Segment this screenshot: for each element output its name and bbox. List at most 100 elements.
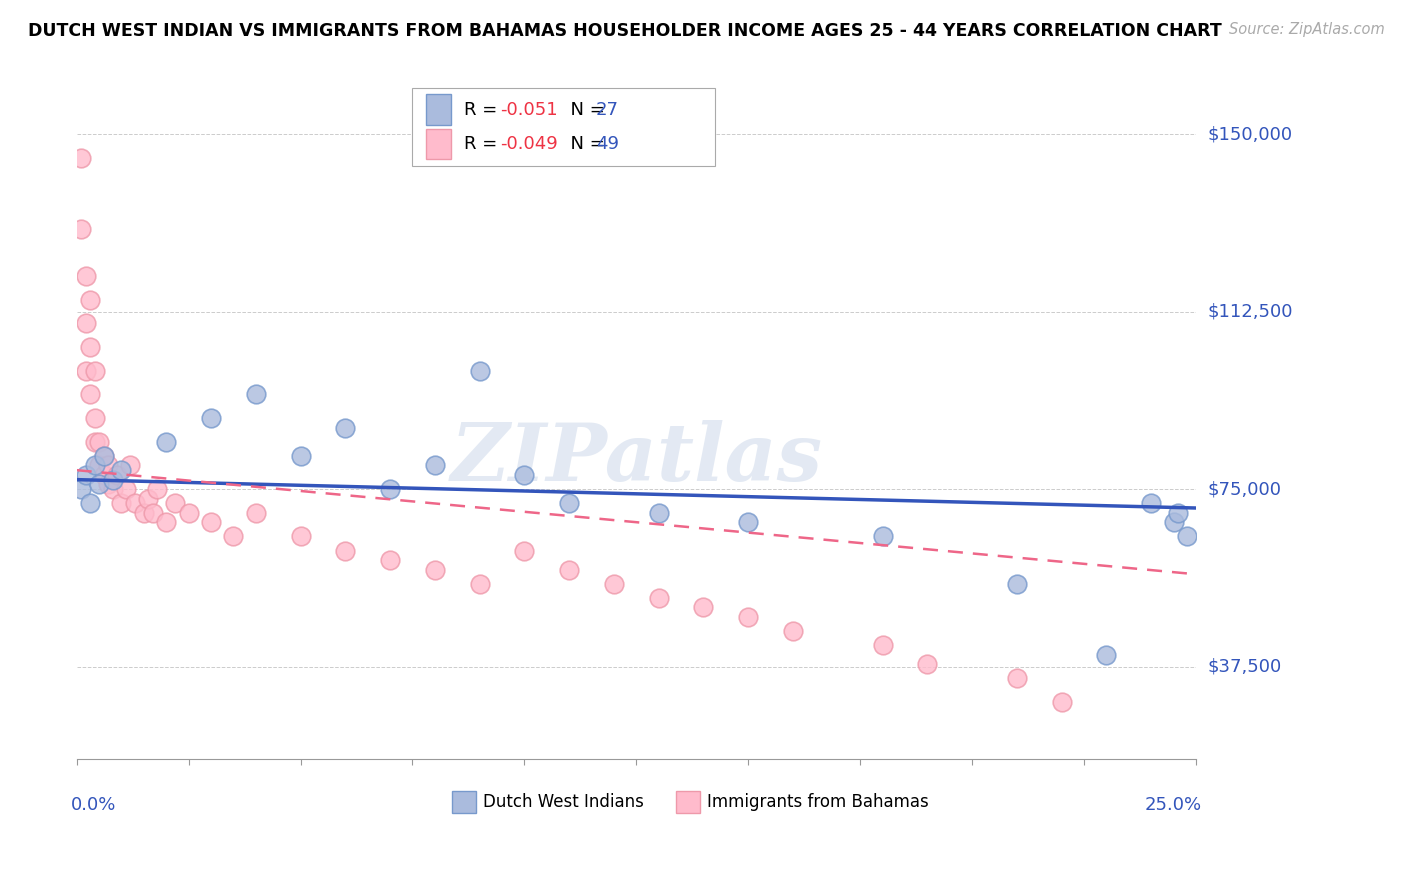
Text: 49: 49 — [596, 136, 619, 153]
Point — [146, 482, 169, 496]
Point — [124, 496, 146, 510]
Text: Immigrants from Bahamas: Immigrants from Bahamas — [707, 793, 928, 812]
Point — [245, 387, 267, 401]
Text: 25.0%: 25.0% — [1144, 797, 1202, 814]
Point — [1050, 695, 1073, 709]
Point — [1095, 648, 1118, 662]
Point — [1163, 515, 1185, 529]
Point — [93, 467, 115, 482]
Point — [513, 543, 536, 558]
Point — [136, 491, 159, 506]
Point — [558, 562, 581, 576]
Text: ZIPatlas: ZIPatlas — [450, 420, 823, 498]
Point — [648, 506, 671, 520]
Point — [513, 467, 536, 482]
FancyBboxPatch shape — [426, 128, 450, 159]
Point — [648, 591, 671, 605]
Point — [120, 458, 142, 473]
Point — [177, 506, 200, 520]
Text: $37,500: $37,500 — [1208, 657, 1281, 675]
Point — [423, 562, 446, 576]
Point — [737, 610, 759, 624]
Point — [165, 496, 187, 510]
Point — [872, 529, 894, 543]
Point — [83, 434, 105, 449]
Text: Source: ZipAtlas.com: Source: ZipAtlas.com — [1229, 22, 1385, 37]
Point — [222, 529, 245, 543]
Point — [75, 269, 97, 284]
Point — [1167, 506, 1189, 520]
Point — [245, 506, 267, 520]
Point — [335, 420, 357, 434]
Point — [1175, 529, 1198, 543]
Point — [335, 543, 357, 558]
Point — [290, 449, 312, 463]
Point — [87, 434, 110, 449]
Point — [917, 657, 939, 672]
Point — [70, 151, 93, 165]
Point — [105, 467, 128, 482]
Point — [1005, 671, 1028, 685]
Point — [115, 482, 138, 496]
Point — [378, 553, 401, 567]
FancyBboxPatch shape — [451, 791, 477, 814]
Point — [132, 506, 155, 520]
Point — [79, 293, 101, 307]
Point — [110, 463, 132, 477]
Point — [97, 477, 120, 491]
Point — [155, 515, 177, 529]
Point — [468, 364, 491, 378]
Text: N =: N = — [560, 101, 610, 120]
Point — [782, 624, 804, 638]
Point — [200, 411, 222, 425]
Text: $75,000: $75,000 — [1208, 480, 1281, 498]
Point — [1140, 496, 1163, 510]
Point — [70, 222, 93, 236]
Point — [1005, 576, 1028, 591]
Text: N =: N = — [560, 136, 610, 153]
Text: DUTCH WEST INDIAN VS IMMIGRANTS FROM BAHAMAS HOUSEHOLDER INCOME AGES 25 - 44 YEA: DUTCH WEST INDIAN VS IMMIGRANTS FROM BAH… — [28, 22, 1222, 40]
Point — [93, 449, 115, 463]
Point — [79, 387, 101, 401]
Point — [110, 496, 132, 510]
Point — [603, 576, 626, 591]
Point — [200, 515, 222, 529]
Point — [155, 434, 177, 449]
Point — [692, 600, 714, 615]
Text: R =: R = — [464, 101, 503, 120]
Text: -0.049: -0.049 — [499, 136, 558, 153]
Point — [87, 458, 110, 473]
Point — [75, 467, 97, 482]
Point — [101, 482, 124, 496]
FancyBboxPatch shape — [412, 87, 714, 166]
Text: 27: 27 — [596, 101, 619, 120]
Point — [872, 638, 894, 652]
Text: 0.0%: 0.0% — [72, 797, 117, 814]
Point — [83, 411, 105, 425]
Point — [378, 482, 401, 496]
Point — [83, 364, 105, 378]
Point — [101, 473, 124, 487]
Point — [423, 458, 446, 473]
FancyBboxPatch shape — [426, 95, 450, 125]
Point — [70, 482, 93, 496]
Point — [79, 340, 101, 354]
Point — [142, 506, 165, 520]
Point — [75, 317, 97, 331]
Point — [558, 496, 581, 510]
Point — [87, 477, 110, 491]
Point — [737, 515, 759, 529]
Point — [75, 364, 97, 378]
Point — [93, 449, 115, 463]
FancyBboxPatch shape — [675, 791, 700, 814]
Point — [290, 529, 312, 543]
Point — [468, 576, 491, 591]
Text: Dutch West Indians: Dutch West Indians — [484, 793, 644, 812]
Text: R =: R = — [464, 136, 503, 153]
Text: -0.051: -0.051 — [499, 101, 557, 120]
Point — [83, 458, 105, 473]
Text: $150,000: $150,000 — [1208, 125, 1292, 144]
Text: $112,500: $112,500 — [1208, 302, 1292, 320]
Point — [97, 458, 120, 473]
Point — [79, 496, 101, 510]
